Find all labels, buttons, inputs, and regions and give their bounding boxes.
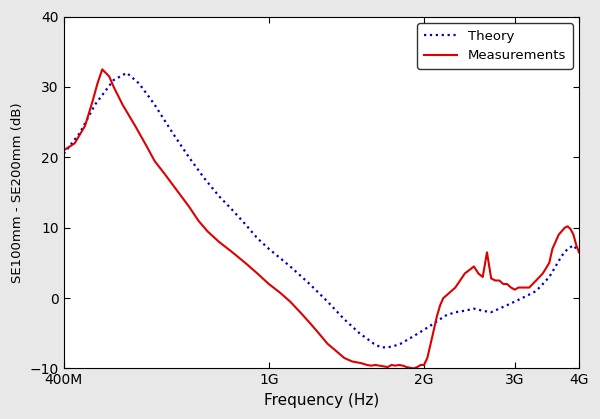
Theory xyxy=(539,282,547,287)
Measurements xyxy=(162,173,169,178)
Theory xyxy=(287,264,294,269)
Y-axis label: SE100mm - SE200mm (dB): SE100mm - SE200mm (dB) xyxy=(11,102,24,283)
Measurements xyxy=(552,239,559,244)
Theory xyxy=(503,303,511,308)
Theory xyxy=(169,130,176,135)
Theory xyxy=(185,155,193,160)
Theory xyxy=(575,250,583,255)
Theory xyxy=(370,341,377,347)
Measurements xyxy=(143,144,151,149)
Theory xyxy=(265,246,272,251)
Theory xyxy=(123,70,130,75)
Theory xyxy=(442,313,449,318)
Theory xyxy=(452,310,459,315)
X-axis label: Frequency (Hz): Frequency (Hz) xyxy=(264,393,379,408)
Theory xyxy=(545,274,553,279)
Theory xyxy=(409,334,416,339)
Theory xyxy=(60,151,67,156)
Theory xyxy=(488,310,495,315)
Measurements xyxy=(417,362,424,367)
Line: Theory: Theory xyxy=(64,73,579,347)
Theory xyxy=(254,236,261,241)
Theory xyxy=(421,327,428,332)
Theory xyxy=(229,208,236,213)
Theory xyxy=(461,308,469,313)
Theory xyxy=(201,176,208,181)
Theory xyxy=(496,306,503,311)
Theory xyxy=(564,246,571,251)
Theory xyxy=(526,292,533,297)
Theory xyxy=(479,308,487,313)
Theory xyxy=(431,320,439,325)
Theory xyxy=(341,317,348,322)
Theory xyxy=(91,102,98,107)
Measurements xyxy=(242,260,249,265)
Theory xyxy=(397,341,404,347)
Theory xyxy=(110,78,118,83)
Theory xyxy=(76,130,83,135)
Measurements xyxy=(98,67,106,72)
Theory xyxy=(518,295,526,300)
Theory xyxy=(384,345,391,350)
Theory xyxy=(324,299,331,304)
Theory xyxy=(356,331,363,336)
Measurements xyxy=(575,250,583,255)
Theory xyxy=(532,289,539,294)
Theory xyxy=(552,264,559,269)
Theory xyxy=(470,306,478,311)
Measurements xyxy=(372,362,379,367)
Line: Measurements: Measurements xyxy=(64,70,579,368)
Theory xyxy=(136,81,143,86)
Measurements xyxy=(410,366,417,371)
Theory xyxy=(377,345,385,350)
Theory xyxy=(242,222,249,227)
Theory xyxy=(215,194,223,199)
Theory xyxy=(511,299,518,304)
Theory xyxy=(151,102,158,107)
Theory xyxy=(306,282,313,287)
Theory xyxy=(391,344,398,349)
Theory xyxy=(570,243,577,248)
Legend: Theory, Measurements: Theory, Measurements xyxy=(418,23,572,69)
Theory xyxy=(558,253,565,259)
Measurements xyxy=(60,148,67,153)
